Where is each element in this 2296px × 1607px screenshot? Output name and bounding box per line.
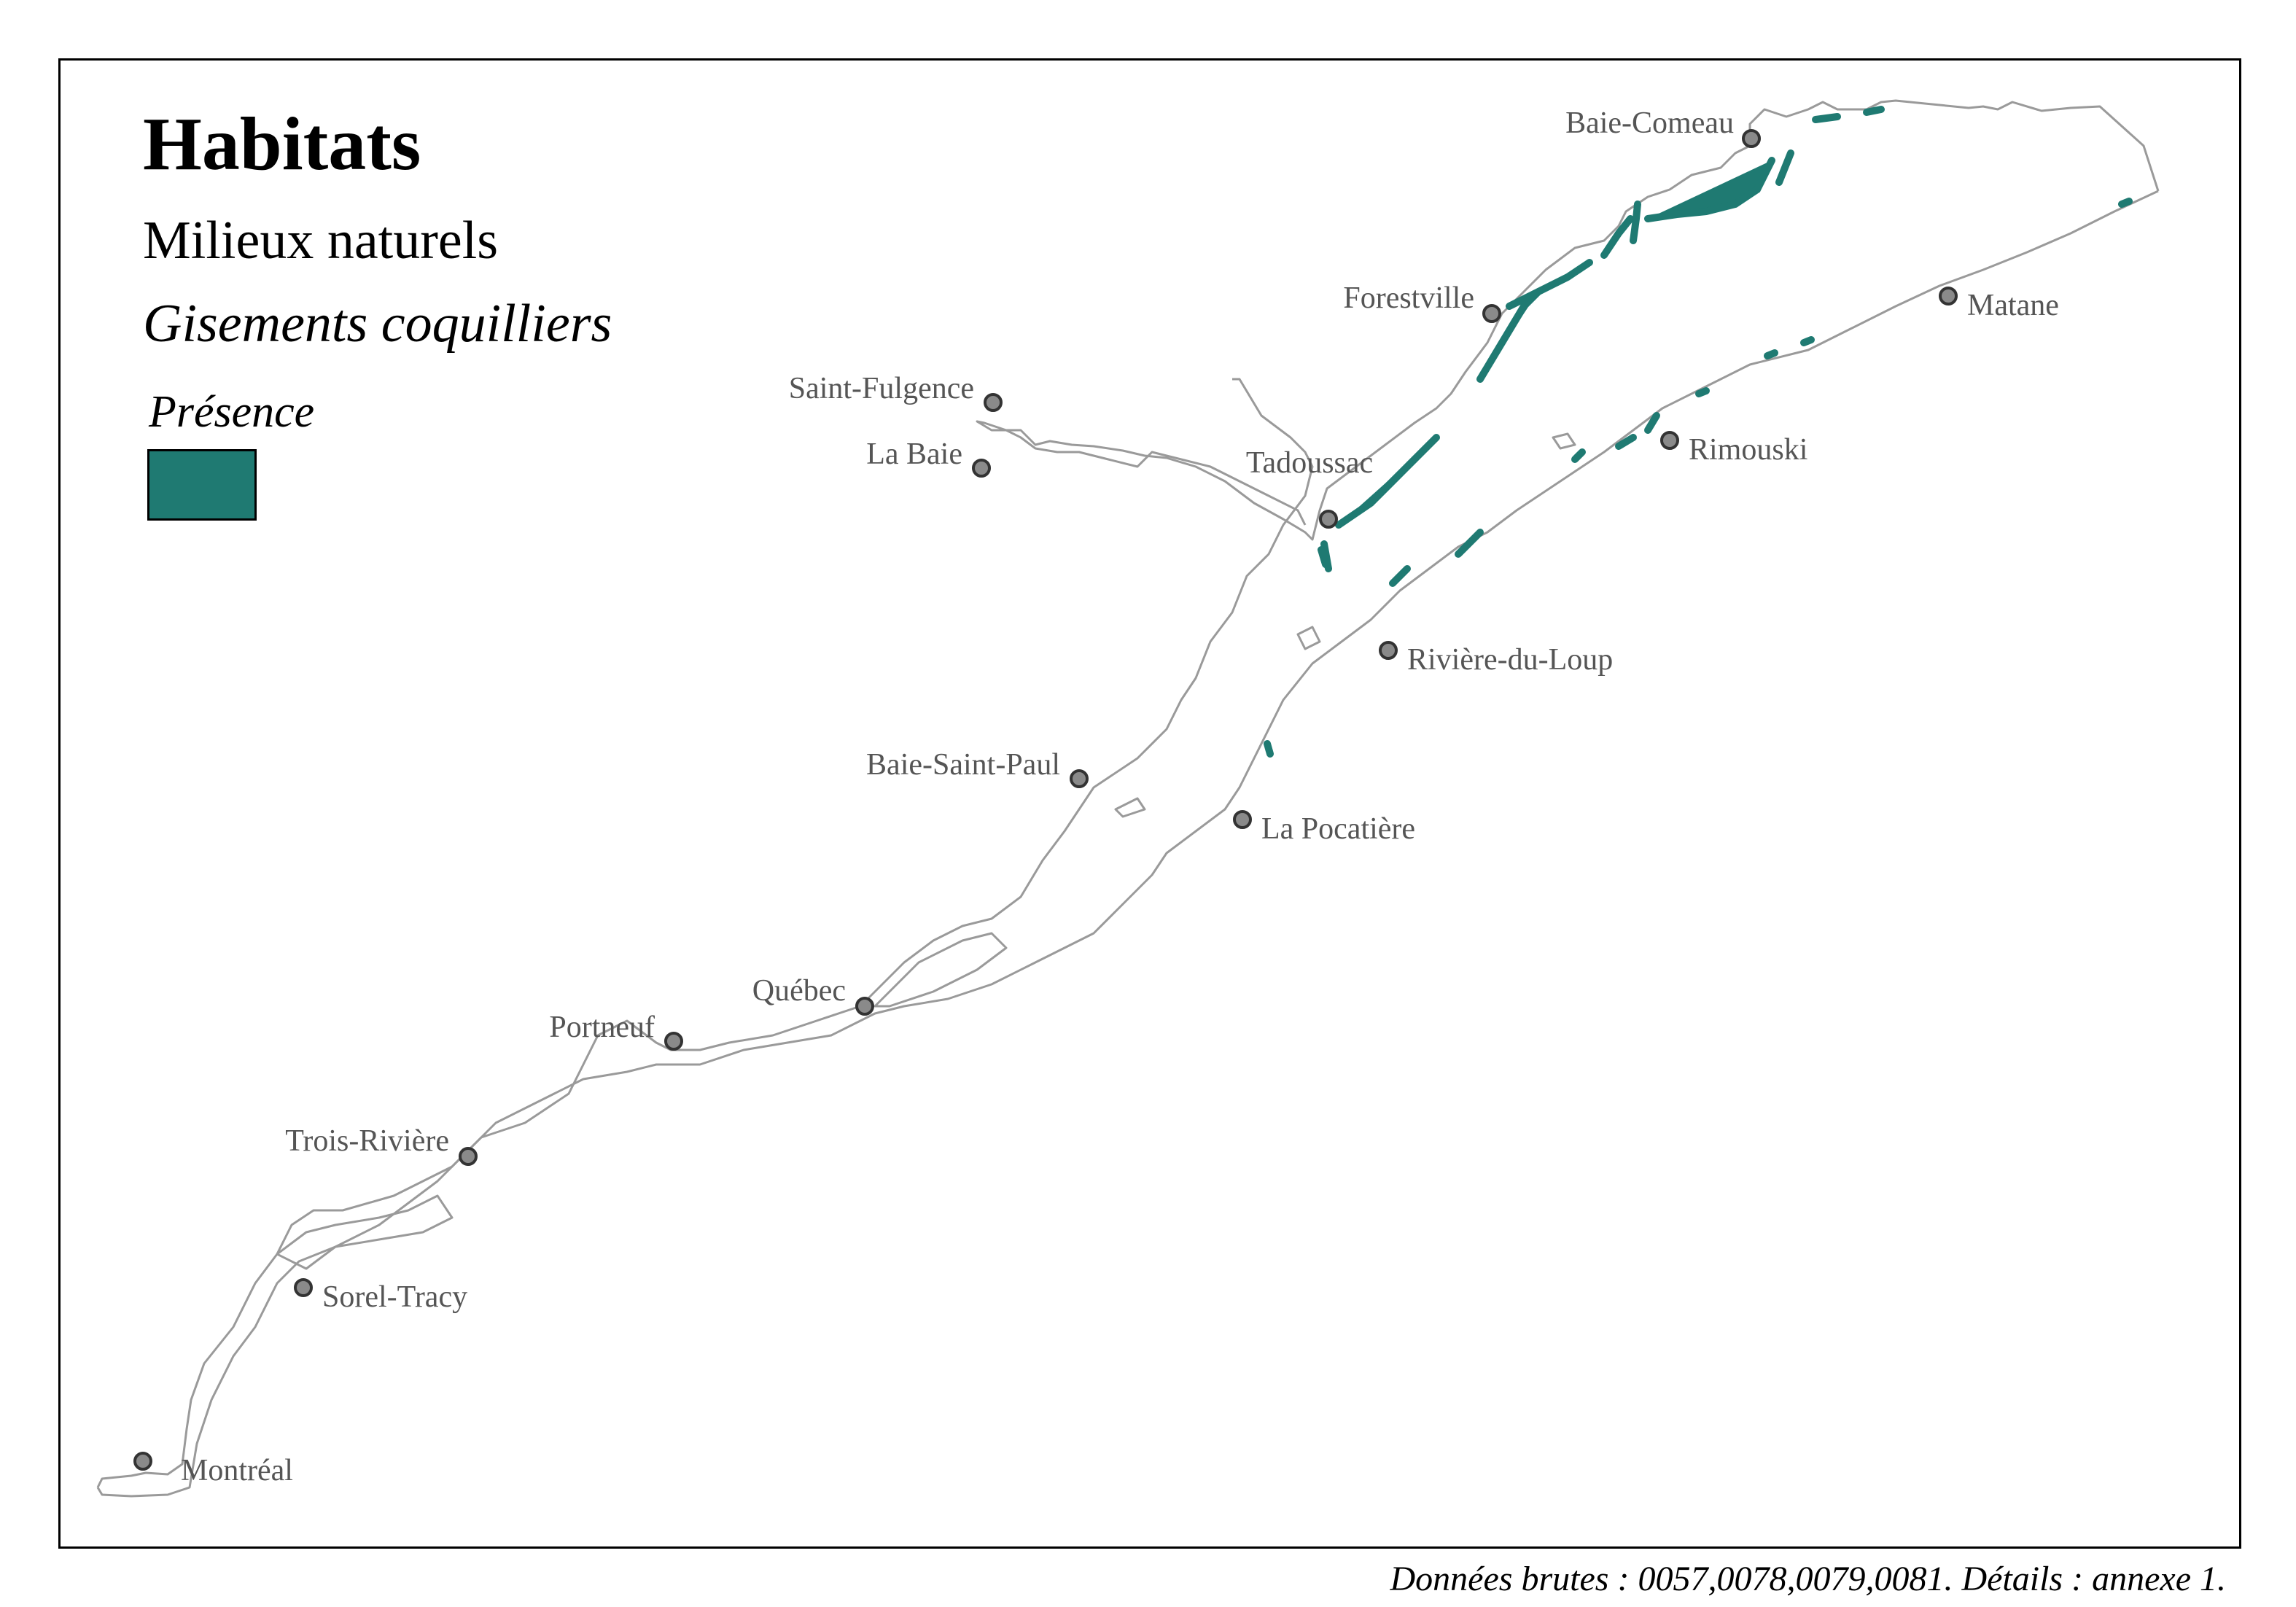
- city-tadoussac: Tadoussac: [1246, 446, 1373, 529]
- city-marker: [664, 1032, 683, 1051]
- ile-orleans: [873, 932, 1008, 1008]
- shellfish-bed-south-6: [1695, 387, 1710, 397]
- city-marker: [1742, 129, 1761, 148]
- city-sorel-tracy: Sorel-Tracy: [294, 1278, 467, 1314]
- shellfish-bed-north-8: [1775, 149, 1794, 186]
- city-portneuf: Portneuf: [549, 1011, 683, 1051]
- city-marker: [972, 459, 991, 478]
- city-label: Québec: [752, 974, 846, 1008]
- city-label: Portneuf: [549, 1011, 655, 1044]
- cities: Baie-Comeau Forestville Matane Saint-Ful…: [133, 106, 2059, 1487]
- shellfish-bed-tadoussac: [1318, 546, 1329, 568]
- city-marker: [1482, 304, 1501, 323]
- city-label: Baie-Saint-Paul: [866, 748, 1060, 782]
- shellfish-bed-north-2: [1335, 434, 1440, 529]
- shellfish-beds: [1264, 106, 2133, 758]
- legend-layer: Gisements coquilliers: [143, 294, 612, 354]
- shellfish-bed-east: [2118, 198, 2133, 208]
- city-label: Trois-Rivière: [285, 1124, 449, 1158]
- data-source-note: Données brutes : 0057,0078,0079,0081. Dé…: [1390, 1560, 2227, 1598]
- city-label: Rimouski: [1689, 433, 1807, 467]
- city-label: La Baie: [866, 437, 962, 471]
- shellfish-bed-north-7: [1644, 157, 1775, 222]
- city-baie-saint-paul: Baie-Saint-Paul: [866, 748, 1089, 788]
- city-marker: [294, 1278, 313, 1297]
- city-label: Tadoussac: [1246, 446, 1373, 480]
- city-label: Matane: [1967, 289, 2059, 322]
- city-label: La Pocatière: [1261, 812, 1415, 846]
- north-shore-line: [96, 378, 1314, 1488]
- city-label: Forestville: [1343, 281, 1474, 315]
- city-quebec: Québec: [752, 974, 874, 1016]
- city-marker: [1379, 641, 1398, 660]
- city-marker: [855, 997, 874, 1016]
- city-forestville: Forestville: [1343, 281, 1501, 323]
- legend-swatch: [147, 449, 257, 521]
- shellfish-bed-south-5: [1644, 412, 1660, 434]
- city-label: Saint-Fulgence: [789, 372, 974, 405]
- shellfish-bed-south-1: [1389, 565, 1411, 587]
- legend-subtitle: Milieux naturels: [143, 211, 499, 271]
- city-label: Montréal: [181, 1454, 293, 1487]
- city-marker: [1939, 287, 1958, 306]
- city-matane: Matane: [1939, 287, 2059, 322]
- shellfish-bed-north-5: [1600, 215, 1634, 259]
- city-label: Baie-Comeau: [1565, 106, 1734, 140]
- shellfish-bed-south-3: [1571, 448, 1586, 463]
- shellfish-bed-south-7: [1764, 349, 1778, 359]
- city-riviere-du-loup: Rivière-du-Loup: [1379, 641, 1613, 677]
- shellfish-bed-south-2: [1455, 529, 1484, 558]
- map-frame: [58, 58, 2241, 1549]
- city-marker: [1070, 769, 1089, 788]
- legend-title: Habitats: [143, 102, 421, 186]
- city-label: Rivière-du-Loup: [1407, 643, 1613, 677]
- city-marker: [1233, 810, 1252, 829]
- city-rimouski: Rimouski: [1660, 431, 1807, 467]
- shellfish-bed-south-9: [1264, 740, 1274, 758]
- city-la-baie: La Baie: [866, 437, 991, 478]
- island-2: [1296, 626, 1321, 650]
- shellfish-bed-north-10: [1863, 106, 1885, 116]
- shellfish-bed-north-4: [1506, 259, 1593, 310]
- city-saint-fulgence: Saint-Fulgence: [789, 372, 1003, 412]
- city-la-pocatiere: La Pocatière: [1233, 810, 1415, 846]
- city-marker: [1319, 510, 1338, 529]
- city-marker: [133, 1452, 152, 1471]
- shellfish-bed-south-4: [1615, 434, 1637, 450]
- island-3: [1552, 432, 1576, 450]
- island-1: [1114, 797, 1146, 818]
- city-marker: [1660, 431, 1679, 450]
- city-marker: [984, 393, 1003, 412]
- south-shore-line: [96, 190, 2159, 1498]
- shellfish-bed-north-9: [1812, 113, 1841, 123]
- city-marker: [459, 1147, 478, 1166]
- city-baie-comeau: Baie-Comeau: [1565, 106, 1761, 148]
- city-trois-riviere: Trois-Rivière: [285, 1124, 478, 1166]
- shellfish-bed-north-6: [1630, 201, 1641, 244]
- legend-item-label: Présence: [149, 387, 315, 437]
- city-montreal: Montréal: [133, 1452, 293, 1487]
- lac-saint-pierre: [276, 1194, 454, 1270]
- city-label: Sorel-Tracy: [322, 1280, 467, 1314]
- shellfish-bed-south-8: [1800, 336, 1815, 346]
